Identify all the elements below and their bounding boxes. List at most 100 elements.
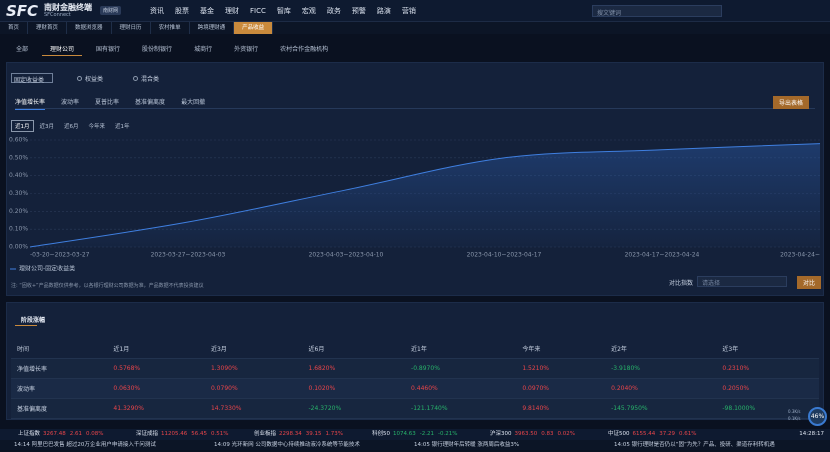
tab[interactable]: 数据浏览器 xyxy=(67,22,112,34)
index-quote[interactable]: 科创50 1074.63 -2.21 -0.21% xyxy=(354,429,472,440)
radio-group: 权益类 混合类 xyxy=(77,74,189,83)
index-price: 6155.44 xyxy=(632,431,656,437)
data-table: 时间 近1月 近3月 近6月 近1年 今年来 近2年 近3年 净值增长率 0.5768% 1.309… xyxy=(11,339,819,419)
institution-tab[interactable]: 国有银行 xyxy=(96,46,121,53)
row-label: 基准偏离度 xyxy=(11,398,108,419)
menu-item[interactable]: 智库 xyxy=(276,7,291,15)
top-bar: SFC 南财金融终端 SFConnect 南财网 资讯 股票 基金 理财 FICC 智库 宏… xyxy=(0,0,830,22)
cell: 14.7330% xyxy=(204,398,303,419)
period-tab[interactable]: 近6月 xyxy=(64,124,79,130)
speed-widget: 46% 0.3K/s 0.1K/s xyxy=(788,405,828,427)
institution-tab[interactable]: 全部 xyxy=(16,46,29,53)
menu-item[interactable]: FICC xyxy=(250,7,266,15)
index-quote[interactable]: 沪深300 3963.50 0.83 0.02% xyxy=(472,429,590,440)
institution-tab[interactable]: 理财公司 xyxy=(42,42,83,56)
cell: -3.9180% xyxy=(605,358,717,379)
institution-tab[interactable]: 外资银行 xyxy=(234,46,259,53)
index-quote[interactable]: 中证500 6155.44 37.29 0.61% xyxy=(590,429,708,440)
institution-tab[interactable]: 城商行 xyxy=(194,46,213,53)
tab[interactable]: 农村推单 xyxy=(151,22,190,34)
menu-item[interactable]: 路演 xyxy=(376,7,391,15)
index-name: 中证500 xyxy=(608,431,630,437)
column-header: 近6月 xyxy=(302,339,406,359)
menu-item[interactable]: 政务 xyxy=(326,7,341,15)
menu-item[interactable]: 股票 xyxy=(175,7,189,15)
tab[interactable]: 理财首页 xyxy=(28,22,68,34)
metric-tabs: 净值增长率 波动率 夏普比率 基准偏离度 最大回撤 xyxy=(15,97,815,110)
ticker-bar: 上证指数 3267.48 2.61 0.08% 深证成指 11205.46 56.45 0.5… xyxy=(0,429,830,440)
index-name: 创业板指 xyxy=(254,431,277,437)
index-change: 37.29 xyxy=(659,431,675,437)
news-item[interactable]: 14:09 光环新网 公司数据中心持续推动液冷系统等节能技术 xyxy=(214,442,360,448)
period-tab[interactable]: 近1月 xyxy=(11,120,34,132)
institution-tabs: 全部 理财公司 国有银行 股份制银行 城商行 外资银行 农村合作金融机构 xyxy=(8,42,342,56)
menu-item[interactable]: 宏观 xyxy=(301,7,316,15)
tab[interactable]: 跨境理财通 xyxy=(190,22,235,34)
cell: 1.6820% xyxy=(302,358,406,379)
column-header: 近2年 xyxy=(605,339,717,359)
y-tick-label: 0.50% xyxy=(9,154,28,161)
menu-item[interactable]: 预警 xyxy=(351,7,366,15)
table-row: 净值增长率 0.5768% 1.3090% 1.6820% -0.8970% 1.5210… xyxy=(11,358,819,379)
tab[interactable]: 产品收益 xyxy=(234,22,274,34)
index-change: 56.45 xyxy=(191,431,208,437)
index-pct: 0.61% xyxy=(679,431,697,437)
cell: 0.4460% xyxy=(405,378,517,399)
index-name: 科创50 xyxy=(372,431,390,437)
metric-tab[interactable]: 最大回撤 xyxy=(181,99,206,106)
cell: 0.2310% xyxy=(716,358,819,379)
metric-tab[interactable]: 基准偏离度 xyxy=(135,99,166,106)
metric-tab[interactable]: 波动率 xyxy=(61,99,80,106)
percent: 46% xyxy=(808,407,827,426)
institution-tab[interactable]: 农村合作金融机构 xyxy=(280,46,329,53)
period-tab[interactable]: 近3月 xyxy=(39,124,55,130)
menu-item[interactable]: 营销 xyxy=(401,7,416,15)
search-box[interactable]: 搜文键词 xyxy=(592,5,722,17)
news-item[interactable]: 14:05 银行理财年后转暖 涨两周后收益3% xyxy=(414,442,520,448)
tab[interactable]: 首页 xyxy=(0,22,29,34)
news-bar: 14:14 阿里巴巴发售 超过20万企业用户申请接入千问测试 14:09 光环新网… xyxy=(0,440,830,450)
export-button[interactable]: 导出表格 xyxy=(773,96,810,109)
cell: 41.3290% xyxy=(107,398,205,419)
tab[interactable]: 理财日历 xyxy=(112,22,151,34)
metric-tab[interactable]: 净值增长率 xyxy=(15,97,46,110)
column-header: 近1年 xyxy=(405,339,517,359)
index-quote[interactable]: 创业板指 2298.34 39.15 1.73% xyxy=(236,429,354,440)
metric-tab[interactable]: 夏普比率 xyxy=(95,99,120,106)
index-change: 0.83 xyxy=(541,431,554,437)
index-pct: 0.02% xyxy=(557,431,575,437)
index-pct: 0.08% xyxy=(86,431,104,437)
menu-item[interactable]: 理财 xyxy=(225,7,239,15)
index-quote[interactable]: 深证成指 11205.46 56.45 0.51% xyxy=(118,429,236,440)
index-name: 上证指数 xyxy=(18,431,41,437)
type-select[interactable]: 固定收益类 xyxy=(11,73,53,84)
cell: 0.0790% xyxy=(204,378,303,399)
institution-tab[interactable]: 股份制银行 xyxy=(142,46,173,53)
index-quote[interactable]: 上证指数 3267.48 2.61 0.08% xyxy=(0,429,118,440)
cell: -121.1740% xyxy=(405,398,517,419)
cell: 0.5768% xyxy=(107,358,205,379)
x-tick-label: 2023-04-03~2023-04-10 xyxy=(309,252,384,259)
compare-select[interactable]: 请选择 xyxy=(697,276,787,287)
period-tab[interactable]: 近1年 xyxy=(115,124,130,130)
radio-circle[interactable] xyxy=(77,76,82,81)
column-header: 近3月 xyxy=(204,339,303,359)
period-tabs: 近1月 近3月 近6月 今年来 近1年 xyxy=(11,120,136,132)
period-tab[interactable]: 今年来 xyxy=(88,124,106,130)
menu-item[interactable]: 资讯 xyxy=(150,7,164,15)
y-tick-label: 0.30% xyxy=(9,190,28,197)
radio-circle[interactable] xyxy=(133,76,139,81)
news-item[interactable]: 14:14 阿里巴巴发售 超过20万企业用户申请接入千问测试 xyxy=(14,442,156,448)
index-pct: 0.51% xyxy=(211,431,229,437)
news-item[interactable]: 14:05 银行理财是否仍以“固”为先？产品、投研、渠道存利转机遇 xyxy=(614,442,775,448)
index-pct: -0.21% xyxy=(437,431,458,437)
legend-label: 理财公司-固定收益类 xyxy=(19,265,75,273)
index-pct: 1.73% xyxy=(325,431,343,437)
table-title: 阶段涨幅 xyxy=(21,317,46,324)
index-name: 沪深300 xyxy=(490,431,512,437)
menu-item[interactable]: 基金 xyxy=(200,7,214,15)
up-speed: 0.3K/s xyxy=(788,409,801,414)
index-change: 39.15 xyxy=(305,431,322,437)
badge[interactable]: 南财网 xyxy=(100,6,122,15)
compare-button[interactable]: 对比 xyxy=(797,276,822,289)
